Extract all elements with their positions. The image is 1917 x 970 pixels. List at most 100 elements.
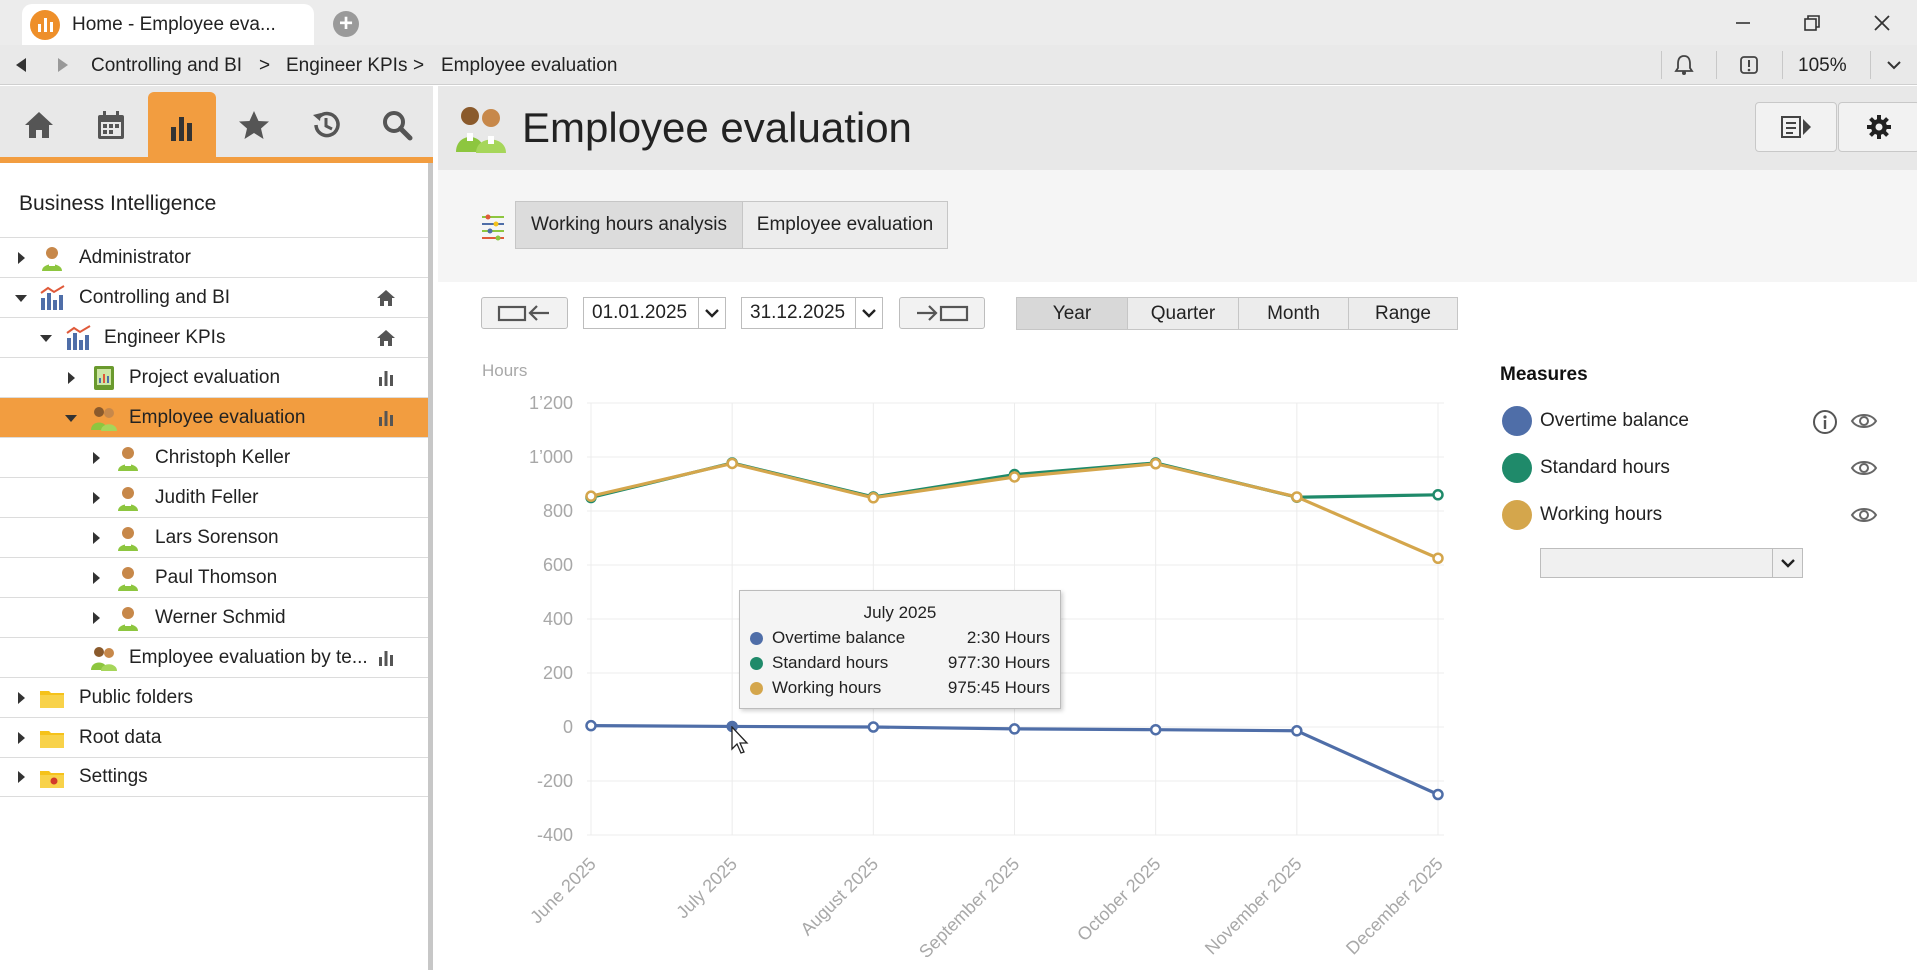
restore-button[interactable]: [1797, 8, 1827, 38]
tree-item-judith-feller[interactable]: Judith Feller: [0, 477, 428, 517]
data-point: [867, 721, 880, 733]
minimize-button[interactable]: [1728, 8, 1758, 38]
project-book-icon: [94, 366, 114, 390]
tab-employee-evaluation[interactable]: Employee evaluation: [742, 201, 948, 249]
chevron-down-icon[interactable]: [698, 298, 725, 328]
bi-chart-icon: [66, 325, 91, 350]
browser-tab[interactable]: Home - Employee eva...: [22, 4, 314, 45]
caret-right-icon[interactable]: [14, 251, 28, 265]
measure-standard-hours[interactable]: Standard hours: [1502, 451, 1882, 485]
period-quarter-button[interactable]: Quarter: [1127, 297, 1239, 330]
measure-working-hours[interactable]: Working hours: [1502, 498, 1882, 532]
arrow-left-icon: [497, 305, 549, 322]
tree-item-lars-sorenson[interactable]: Lars Sorenson: [0, 517, 428, 557]
info-icon[interactable]: [1812, 409, 1838, 435]
tree-item-label: Employee evaluation: [129, 406, 306, 428]
person-icon: [118, 567, 138, 591]
data-point: [1149, 458, 1162, 470]
caret-right-icon[interactable]: [14, 691, 28, 705]
legend-swatch: [1502, 406, 1532, 436]
toolbar-search-button[interactable]: [363, 92, 431, 157]
breadcrumb-item[interactable]: Employee evaluation: [441, 55, 618, 76]
bar-chart-icon[interactable]: [376, 368, 396, 388]
tree-item-employee-evaluation[interactable]: Employee evaluation: [0, 397, 428, 437]
tree-item-public-folders[interactable]: Public folders: [0, 677, 428, 717]
bar-chart-icon[interactable]: [376, 408, 396, 428]
home-icon[interactable]: [376, 288, 396, 308]
chevron-down-icon[interactable]: [1772, 549, 1802, 577]
previous-period-button[interactable]: [481, 297, 568, 329]
caret-right-icon[interactable]: [89, 571, 103, 585]
alert-icon[interactable]: [1735, 51, 1763, 79]
caret-right-icon[interactable]: [89, 611, 103, 625]
caret-down-icon[interactable]: [14, 291, 28, 305]
caret-down-icon[interactable]: [39, 331, 53, 345]
eye-icon[interactable]: [1850, 410, 1878, 432]
bar-chart-icon[interactable]: [376, 648, 396, 668]
divider: [1716, 51, 1717, 79]
measure-overtime-balance[interactable]: Overtime balance: [1502, 404, 1882, 438]
close-button[interactable]: [1867, 8, 1897, 38]
caret-right-icon[interactable]: [14, 731, 28, 745]
arrow-right-icon: [917, 305, 969, 322]
next-period-button[interactable]: [899, 297, 985, 329]
tree-item-administrator[interactable]: Administrator: [0, 237, 428, 277]
tree-item-christoph-keller[interactable]: Christoph Keller: [0, 437, 428, 477]
measure-label: Overtime balance: [1540, 410, 1689, 431]
chevron-down-icon[interactable]: [855, 298, 882, 328]
period-range-button[interactable]: Range: [1348, 297, 1458, 330]
home-icon[interactable]: [376, 328, 396, 348]
toolbar-bi-button[interactable]: [148, 92, 216, 163]
toolbar-calendar-button[interactable]: [77, 92, 145, 157]
tab-working-hours-analysis[interactable]: Working hours analysis: [515, 201, 743, 249]
settings-button[interactable]: [1838, 102, 1917, 152]
caret-right-icon[interactable]: [14, 770, 28, 784]
tree-item-project-evaluation[interactable]: Project evaluation: [0, 357, 428, 397]
tree-item-settings[interactable]: Settings: [0, 757, 428, 797]
tree-item-werner-schmid[interactable]: Werner Schmid: [0, 597, 428, 637]
data-point: [867, 492, 880, 504]
person-icon: [42, 247, 62, 271]
period-month-button[interactable]: Month: [1238, 297, 1349, 330]
panel-toggle-icon: [1781, 116, 1811, 138]
back-arrow-icon[interactable]: [12, 55, 32, 75]
chevron-down-icon[interactable]: [1880, 51, 1908, 79]
tree-item-employee-evaluation-by-team[interactable]: Employee evaluation by te...: [0, 637, 428, 677]
tree-item-label: Administrator: [79, 246, 191, 268]
caret-right-icon[interactable]: [64, 371, 78, 385]
date-from-picker[interactable]: 01.01.2025: [583, 297, 726, 329]
sidebar-title: Business Intelligence: [19, 192, 217, 215]
tree-item-controlling-and-bi[interactable]: Controlling and BI: [0, 277, 428, 317]
legend-swatch: [1502, 453, 1532, 483]
y-tick-label: 800: [543, 501, 573, 521]
period-year-button[interactable]: Year: [1016, 297, 1128, 330]
zoom-level[interactable]: 105%: [1798, 55, 1847, 76]
caret-right-icon[interactable]: [89, 531, 103, 545]
date-to-picker[interactable]: 31.12.2025: [741, 297, 883, 329]
breadcrumb-item[interactable]: Engineer KPIs: [286, 55, 408, 76]
forward-arrow-icon[interactable]: [52, 55, 72, 75]
toolbar-home-button[interactable]: [5, 92, 73, 157]
toolbar-favorites-button[interactable]: [220, 92, 288, 157]
history-icon: [313, 111, 340, 137]
y-tick-label: 200: [543, 663, 573, 683]
tab-title: Home - Employee eva...: [72, 13, 276, 35]
data-point: [1008, 723, 1021, 735]
caret-down-icon[interactable]: [64, 411, 78, 425]
caret-right-icon[interactable]: [89, 451, 103, 465]
y-tick-label: 400: [543, 609, 573, 629]
tree-item-label: Christoph Keller: [155, 446, 291, 468]
eye-icon[interactable]: [1850, 457, 1878, 479]
eye-icon[interactable]: [1850, 504, 1878, 526]
toolbar-history-button[interactable]: [292, 92, 360, 157]
data-point: [1008, 471, 1021, 483]
bell-icon[interactable]: [1670, 51, 1698, 79]
tree-item-engineer-kpis[interactable]: Engineer KPIs: [0, 317, 428, 357]
breadcrumb-item[interactable]: Controlling and BI: [91, 55, 243, 76]
add-measure-select[interactable]: [1540, 548, 1803, 578]
toggle-panel-button[interactable]: [1755, 102, 1837, 152]
tree-item-paul-thomson[interactable]: Paul Thomson: [0, 557, 428, 597]
tree-item-root-data[interactable]: Root data: [0, 717, 428, 757]
new-tab-button[interactable]: +: [333, 11, 359, 37]
caret-right-icon[interactable]: [89, 491, 103, 505]
